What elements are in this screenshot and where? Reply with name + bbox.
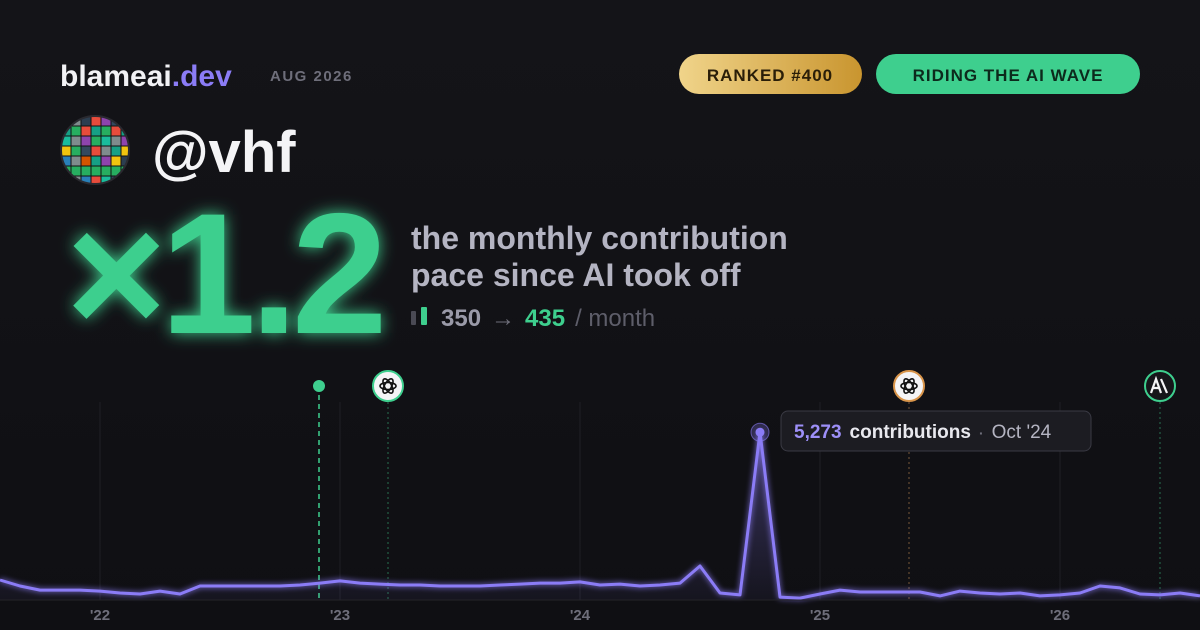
rank-badge [679,54,862,94]
brand-tld: .dev [172,60,232,93]
x-tick-label: '24 [570,607,591,624]
tooltip-box [780,410,1092,452]
description-line: the monthly contribution [411,220,788,256]
avatar-tile [61,145,72,157]
rank-text: RANKED #400 [707,66,833,85]
line [0,430,1200,600]
status-text: RIDING THE AI WAVE [913,66,1104,85]
tooltip-separator: · [979,425,984,441]
avatar-ring [60,115,130,185]
avatar-tile [80,165,92,177]
avatar-tile [70,125,82,137]
avatar-tile [70,145,82,157]
unit: / month [575,305,655,332]
arrow: → [491,305,515,332]
anthropic-icon [1144,370,1176,402]
avatar-tile [100,145,112,157]
bar-icon [411,311,416,325]
plot [0,422,1200,600]
avatar-tile [90,155,102,167]
openai-icon [893,370,925,402]
avatar-tile [80,125,92,137]
date: AUG 2026 [270,68,353,85]
avatar-tile [100,155,112,167]
openai-icon [372,370,404,402]
avatar-tile [110,135,122,147]
avatar-tile [90,165,102,177]
avatar-tile [90,135,102,147]
event-dot [313,380,325,392]
avatar-tile [70,155,82,167]
tooltip-value: 5,273 [794,422,842,443]
handle: @vhf [152,120,296,185]
avatar-tile [100,125,112,137]
avatar-tile [90,145,102,157]
after: 435 [525,305,565,332]
avatar-tile [100,135,112,147]
status-badge [876,54,1140,94]
avatar-tile [90,125,102,137]
peak-point [755,427,765,437]
tooltip-date: Oct '24 [992,422,1052,443]
multiplier: ×1.2 [66,178,382,370]
avatar-tile [80,155,92,167]
brand: blameai.dev [60,60,232,93]
avatar-tile [110,145,122,157]
stats: 350 → 435 / month [441,305,655,332]
avatar-tile [70,135,82,147]
description-line: pace since AI took off [411,257,741,293]
before: 350 [441,305,481,332]
bar-icon [421,307,427,325]
avatar-tile [100,165,112,177]
tooltip: 5,273 contributions · Oct '24 [780,410,1092,452]
tooltip-text: 5,273 contributions · Oct '24 [794,422,1052,443]
x-tick-label: '22 [90,607,110,624]
avatar-tile [90,116,102,127]
brand-name: blameai [60,60,172,93]
avatar-tile [110,155,122,167]
x-tick-label: '23 [330,607,350,624]
avatar-tile [80,135,92,147]
tooltip-unit: contributions [850,422,971,443]
avatar-tile [80,145,92,157]
x-tick-label: '25 [810,607,830,624]
x-tick-label: '26 [1050,607,1070,624]
